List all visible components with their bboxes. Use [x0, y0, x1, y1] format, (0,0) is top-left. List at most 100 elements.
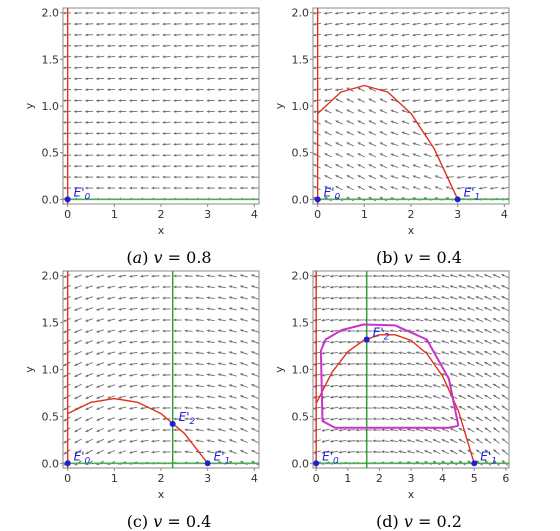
arrow-head: [96, 55, 99, 59]
arrow-head: [501, 121, 504, 125]
arrow-head: [118, 451, 122, 454]
arrow-head: [313, 120, 317, 124]
arrow-head: [151, 307, 155, 311]
arrow-head: [415, 351, 419, 355]
arrow-head: [475, 395, 479, 398]
arrow-head: [467, 143, 471, 146]
arrow-head: [85, 418, 89, 421]
y-tick-label: 0.0: [292, 457, 310, 470]
arrow-head: [467, 66, 471, 70]
arrow-head: [228, 175, 232, 179]
arrow-head: [335, 98, 339, 102]
arrow-head: [423, 55, 427, 59]
arrow-head: [118, 384, 122, 388]
arrow-head: [74, 440, 78, 444]
arrow-head: [313, 186, 317, 189]
arrow-head: [398, 384, 402, 388]
arrow-head: [107, 88, 110, 92]
arrow-head: [140, 55, 144, 59]
arrow-head: [434, 132, 438, 135]
arrow-head: [357, 175, 361, 178]
arrow-head: [335, 109, 339, 113]
arrow-head: [228, 285, 232, 289]
arrow-head: [372, 439, 376, 443]
arrow-head: [151, 318, 155, 322]
arrow-head: [173, 384, 177, 388]
arrow-head: [458, 274, 462, 277]
arrow-head: [501, 154, 504, 157]
arrow-head: [407, 417, 410, 421]
arrow-head: [63, 110, 66, 113]
arrow-head: [118, 131, 122, 135]
arrow-head: [501, 307, 505, 310]
arrow-head: [63, 66, 66, 70]
arrow-head: [458, 373, 462, 376]
arrow-head: [96, 319, 100, 322]
arrow-head: [335, 175, 339, 178]
arrow-head: [251, 44, 254, 48]
parabola-nullcline: [67, 397, 209, 464]
arrow-head: [162, 33, 166, 37]
arrow-head: [445, 66, 449, 70]
arrow-head: [346, 11, 350, 15]
arrow-head: [107, 175, 110, 179]
arrow-head: [415, 307, 419, 311]
arrow-head: [467, 362, 471, 365]
x-tick-label: 4: [251, 472, 258, 485]
arrow-head: [338, 285, 342, 289]
arrow-head: [434, 110, 438, 114]
arrow-head: [96, 429, 100, 432]
panel-b: 0 1 2 3 4 0.0 0.5 1.0 1.5 2.0 x y E'0 E'1 (b) v = 0.4: [273, 7, 510, 267]
arrow-head: [390, 33, 394, 37]
arrow-head: [195, 11, 199, 15]
arrow-head: [218, 439, 221, 442]
panel-caption: (c) v = 0.4: [127, 512, 212, 531]
arrow-head: [389, 428, 393, 432]
arrow-head: [347, 439, 350, 443]
arrow-head: [484, 318, 488, 321]
arrow-head: [240, 329, 244, 332]
arrow-head: [118, 274, 122, 278]
arrow-head: [458, 395, 462, 398]
arrow-head: [85, 142, 88, 146]
arrow-head: [151, 296, 155, 300]
arrow-head: [151, 417, 155, 421]
arrow-head: [346, 77, 350, 81]
arrow-head: [96, 22, 99, 26]
arrow-head: [347, 373, 350, 377]
arrow-head: [423, 175, 427, 179]
arrow-head: [140, 318, 144, 322]
x-tick-label: 0: [64, 208, 71, 221]
arrow-head: [239, 55, 243, 59]
arrow-head: [162, 340, 166, 344]
arrow-head: [407, 428, 411, 432]
arrow-head: [456, 99, 460, 103]
arrow-head: [240, 439, 244, 442]
arrow-head: [501, 449, 505, 453]
arrow-head: [118, 44, 122, 48]
arrow-head: [441, 307, 445, 311]
arrow-head: [407, 318, 410, 322]
arrow-head: [389, 406, 393, 410]
arrow-head: [229, 362, 232, 366]
arrow-head: [218, 450, 221, 453]
arrow-head: [458, 460, 462, 464]
arrow-head: [321, 450, 325, 454]
arrow-head: [357, 33, 361, 37]
arrow-head: [140, 131, 144, 135]
arrow-head: [456, 175, 460, 179]
arrow-head: [478, 66, 482, 70]
arrow-head: [107, 407, 111, 410]
arrow-head: [338, 296, 342, 300]
arrow-head: [118, 55, 122, 59]
arrow-head: [162, 384, 166, 388]
arrow-head: [151, 439, 155, 443]
arrow-head: [449, 318, 453, 321]
arrow-head: [313, 131, 317, 135]
arrow-head: [85, 186, 88, 190]
arrow-head: [173, 307, 177, 311]
arrow-head: [492, 296, 496, 299]
arrow-head: [251, 285, 255, 288]
arrow-head: [151, 33, 155, 37]
arrow-head: [347, 417, 350, 421]
